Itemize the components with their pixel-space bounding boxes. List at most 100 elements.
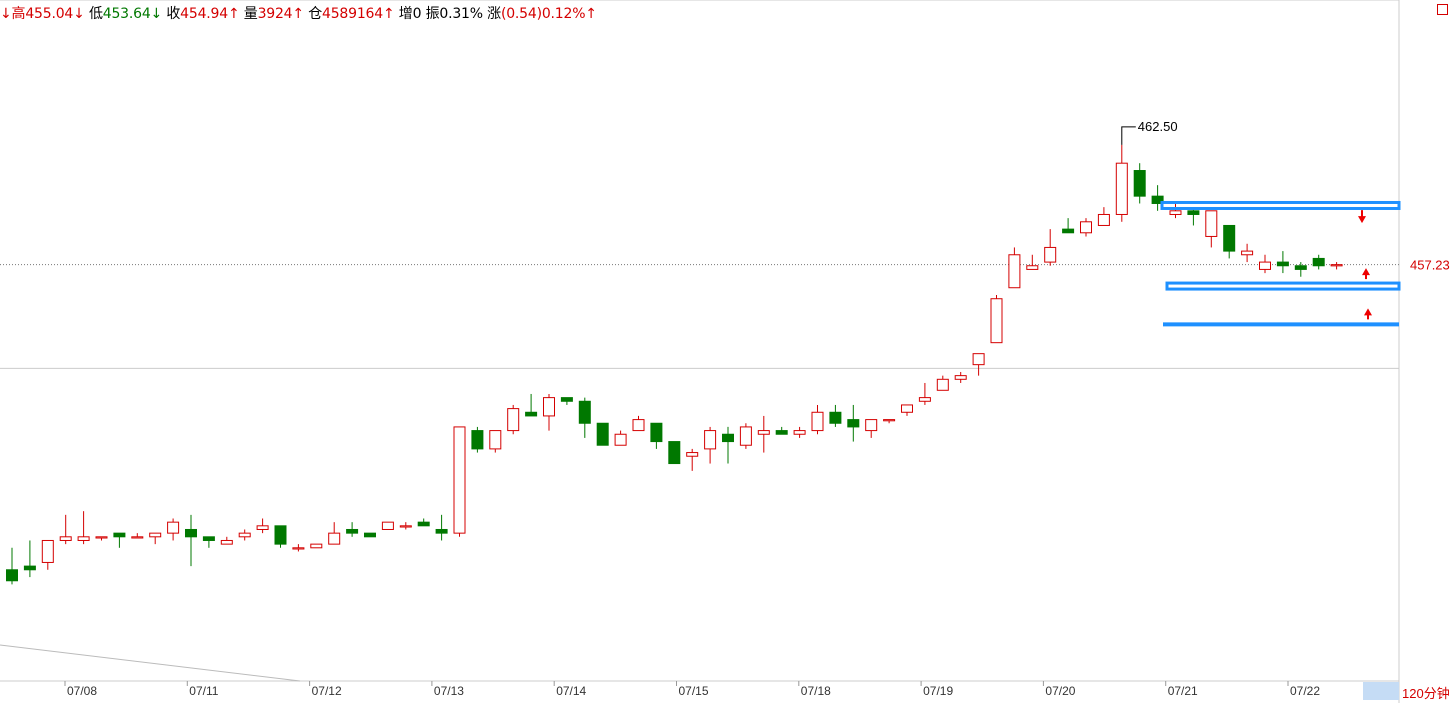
candle-body — [471, 430, 484, 450]
candle-body — [113, 532, 126, 538]
candle-body — [757, 430, 770, 435]
x-tick-label: 07/22 — [1290, 684, 1320, 698]
candle — [990, 295, 1003, 344]
candle — [757, 415, 770, 453]
candle — [578, 397, 591, 438]
candle — [1276, 251, 1289, 274]
candle-body — [722, 433, 734, 443]
period-label[interactable]: 120分钟 — [1402, 686, 1450, 701]
candle — [238, 529, 251, 541]
candle-body — [775, 430, 788, 435]
candle — [77, 511, 90, 545]
candle — [1151, 185, 1164, 211]
candle-body — [1259, 261, 1271, 270]
candle-body — [453, 426, 466, 534]
candle-body — [972, 353, 985, 366]
candle-body — [435, 528, 448, 534]
candle-body — [417, 521, 430, 527]
candle-body — [202, 536, 215, 541]
candle — [775, 426, 788, 435]
candle — [95, 536, 108, 541]
candle-body — [399, 525, 412, 528]
hud-close-label: 收 — [166, 6, 181, 22]
candle — [167, 518, 180, 541]
candle — [507, 404, 520, 435]
hud-high-label: 高 — [11, 6, 26, 22]
candle-body — [292, 547, 305, 550]
zone-box[interactable] — [1160, 200, 1401, 210]
candle — [865, 419, 878, 438]
candle-body — [1044, 246, 1057, 263]
candle-body — [1151, 195, 1164, 204]
candle — [722, 426, 734, 464]
arrow-shaft — [1367, 313, 1369, 320]
x-tick-label: 07/11 — [189, 684, 218, 698]
candle-body — [811, 411, 824, 432]
candle-body — [632, 419, 645, 432]
candle — [883, 419, 896, 424]
candle — [417, 518, 430, 527]
candle — [149, 532, 162, 545]
candle-body — [149, 532, 162, 538]
trend-line[interactable] — [0, 644, 301, 682]
scroll-indicator[interactable] — [1363, 682, 1399, 700]
candle-body — [256, 525, 269, 530]
candle-body — [739, 426, 752, 446]
candle-body — [847, 419, 860, 428]
candle — [256, 518, 269, 534]
candle-body — [1062, 228, 1075, 234]
candle-body — [1294, 265, 1307, 270]
candle — [41, 539, 54, 570]
candle — [1080, 218, 1092, 237]
candle — [1241, 243, 1254, 263]
candle-body — [543, 397, 555, 417]
x-tick-label: 07/15 — [679, 684, 709, 698]
candle — [453, 426, 466, 537]
candle-body — [578, 400, 591, 424]
candle — [1259, 254, 1271, 274]
candle-body — [793, 430, 806, 435]
candle-body — [507, 408, 520, 432]
candle — [435, 514, 448, 541]
hud-left-arrow: ↓ — [0, 6, 12, 22]
candle — [185, 514, 197, 567]
candle-body — [167, 521, 180, 534]
x-tick-label: 07/19 — [923, 684, 953, 698]
current-price-label: 457.23 — [1410, 258, 1450, 273]
arrow-head — [1358, 216, 1366, 224]
candle — [113, 532, 126, 548]
candle — [364, 532, 376, 538]
candle — [829, 404, 842, 427]
candle — [901, 404, 913, 416]
hud-close-value: 454.94↑ — [180, 6, 240, 22]
zone-box[interactable] — [1165, 281, 1401, 291]
candle — [1097, 207, 1110, 226]
annotations-layer: 462.50 457.23 — [1121, 119, 1450, 327]
hud-amplitude-label: 振 — [425, 6, 440, 22]
candle-body — [310, 543, 323, 549]
candle-body — [1276, 261, 1289, 267]
candle — [614, 430, 627, 446]
hud-low-value: 453.64↓ — [102, 6, 163, 22]
candle-body — [1187, 210, 1200, 215]
candle — [650, 422, 663, 449]
candle — [59, 514, 72, 545]
candle — [972, 353, 985, 376]
candle — [525, 393, 538, 417]
window-toggle-icon[interactable] — [1437, 4, 1448, 15]
candle — [328, 522, 341, 545]
x-tick-label: 07/21 — [1168, 684, 1198, 698]
x-tick-label: 07/13 — [434, 684, 464, 698]
candle-body — [238, 532, 251, 538]
hud-oi-change-label: 增 — [398, 6, 413, 22]
candle-body — [489, 430, 502, 450]
candle-body — [1169, 210, 1182, 215]
down-arrow-icon — [1358, 210, 1366, 224]
candle — [686, 448, 699, 471]
candle — [596, 422, 609, 446]
candle-body — [918, 397, 931, 402]
candle-body — [95, 536, 108, 539]
candle-body — [936, 378, 949, 391]
